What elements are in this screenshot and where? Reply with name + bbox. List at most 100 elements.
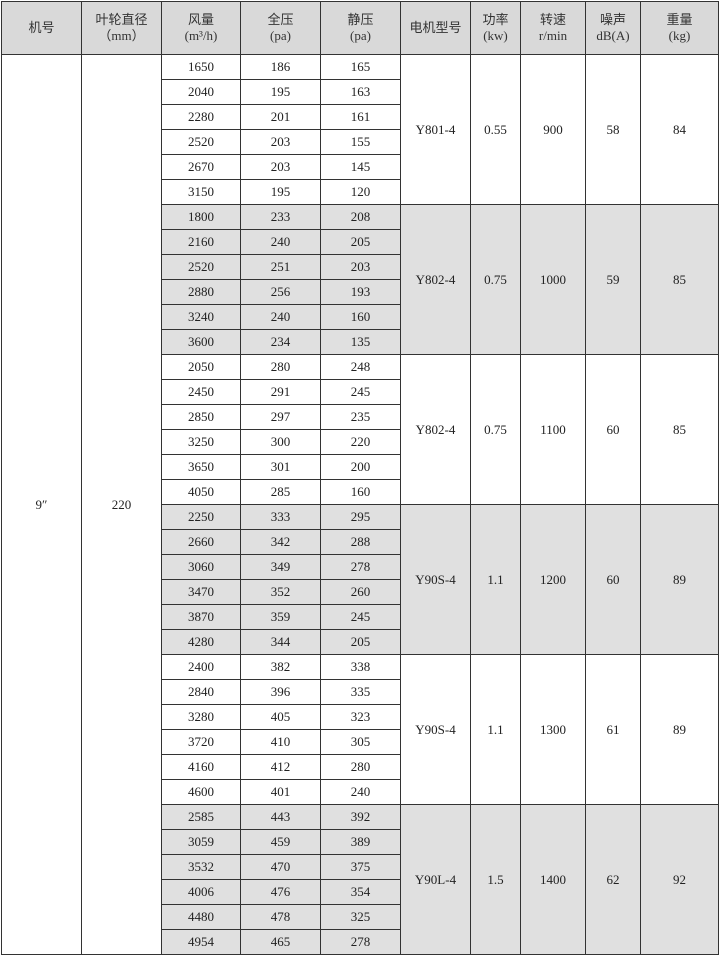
weight-cell: 89 [640,654,719,805]
table-row: 4050 285 160 [2,479,719,505]
table-row: 2160 240 205 [2,229,719,255]
static-pressure-cell: 145 [320,154,401,180]
static-pressure-cell: 278 [320,929,401,955]
airflow-cell: 2160 [161,229,241,255]
speed-cell: 900 [520,54,586,205]
weight-cell: 84 [640,54,719,205]
total-pressure-cell: 478 [240,904,321,930]
header-label: 重量 [666,12,693,27]
total-pressure-cell: 256 [240,279,321,305]
power-cell: 0.55 [470,54,521,205]
total-pressure-cell: 412 [240,754,321,780]
table-row: 3532 470 375 [2,854,719,880]
static-pressure-cell: 160 [320,304,401,330]
header-weight: 重量 (kg) [640,1,719,55]
static-pressure-cell: 354 [320,879,401,905]
model-cell: 9″ [1,54,82,955]
static-pressure-cell: 389 [320,829,401,855]
header-unit: r/min [538,28,568,43]
total-pressure-cell: 405 [240,704,321,730]
table-row: 3650 301 200 [2,454,719,480]
total-pressure-cell: 382 [240,654,321,680]
header-label: 噪声 [599,12,626,27]
table-row: 3720 410 305 [2,729,719,755]
static-pressure-cell: 335 [320,679,401,705]
fan-spec-table: 机号 叶轮直径 （mm） 风量 (m³/h) 全压 (pa) 静压 (pa) 电机型号 功率 (kw)… [1,1,719,955]
table-row: 2585 443 392 Y90L-4 1.5 1400 62 92 [2,804,719,955]
header-noise: 噪声 dB(A) [585,1,641,55]
static-pressure-cell: 160 [320,479,401,505]
table-row: 3060 349 278 [2,554,719,580]
total-pressure-cell: 195 [240,179,321,205]
airflow-cell: 2400 [161,654,241,680]
weight-cell: 92 [640,804,719,955]
header-airflow: 风量 (m³/h) [161,1,241,55]
airflow-cell: 3060 [161,554,241,580]
airflow-cell: 1800 [161,204,241,230]
table-row: 3470 352 260 [2,579,719,605]
table-row: 2050 280 248 Y802-4 0.75 1100 60 85 [2,354,719,505]
table-row: 2520 251 203 [2,254,719,280]
header-label: 功率 [482,12,509,27]
header-diameter: 叶轮直径 （mm） [81,1,162,55]
static-pressure-cell: 203 [320,254,401,280]
total-pressure-cell: 201 [240,104,321,130]
table-row: 3600 234 135 [2,329,719,355]
airflow-cell: 3280 [161,704,241,730]
static-pressure-cell: 161 [320,104,401,130]
total-pressure-cell: 344 [240,629,321,655]
table-row: 3150 195 120 [2,179,719,205]
airflow-cell: 3059 [161,829,241,855]
airflow-cell: 4050 [161,479,241,505]
airflow-cell: 4006 [161,879,241,905]
airflow-cell: 2250 [161,504,241,530]
header-label: 转速 [539,12,566,27]
airflow-cell: 2520 [161,254,241,280]
static-pressure-cell: 295 [320,504,401,530]
table-row: 4160 412 280 [2,754,719,780]
static-pressure-cell: 205 [320,229,401,255]
table-row: 9″ 220 1650 186 165 Y801-4 0.55 900 58 84 [1,54,719,955]
header-unit: dB(A) [596,28,630,43]
total-pressure-cell: 352 [240,579,321,605]
motor-model-cell: Y90L-4 [400,804,471,955]
total-pressure-cell: 240 [240,229,321,255]
static-pressure-cell: 288 [320,529,401,555]
speed-cell: 1300 [520,654,586,805]
total-pressure-cell: 285 [240,479,321,505]
total-pressure-cell: 333 [240,504,321,530]
airflow-cell: 2450 [161,379,241,405]
total-pressure-cell: 203 [240,154,321,180]
header-speed: 转速 r/min [520,1,586,55]
total-pressure-cell: 459 [240,829,321,855]
airflow-cell: 2520 [161,129,241,155]
airflow-cell: 4480 [161,904,241,930]
static-pressure-cell: 120 [320,179,401,205]
header-motor-model: 电机型号 [400,1,471,55]
header-unit: (pa) [350,28,371,43]
static-pressure-cell: 135 [320,329,401,355]
static-pressure-cell: 193 [320,279,401,305]
header-power: 功率 (kw) [470,1,521,55]
header-total-pressure: 全压 (pa) [240,1,321,55]
static-pressure-cell: 305 [320,729,401,755]
airflow-cell: 3240 [161,304,241,330]
static-pressure-cell: 278 [320,554,401,580]
airflow-cell: 2670 [161,154,241,180]
total-pressure-cell: 476 [240,879,321,905]
total-pressure-cell: 300 [240,429,321,455]
table-row: 4280 344 205 [2,629,719,655]
noise-cell: 62 [585,804,641,955]
airflow-cell: 4600 [161,779,241,805]
static-pressure-cell: 323 [320,704,401,730]
total-pressure-cell: 465 [240,929,321,955]
table-row: 2400 382 338 Y90S-4 1.1 1300 61 89 [2,654,719,805]
diameter-cell: 220 [81,54,162,955]
noise-cell: 58 [585,54,641,205]
table-row: 4954 465 278 [2,929,719,955]
airflow-cell: 4280 [161,629,241,655]
airflow-cell: 3870 [161,604,241,630]
airflow-cell: 3720 [161,729,241,755]
total-pressure-cell: 359 [240,604,321,630]
weight-cell: 89 [640,504,719,655]
